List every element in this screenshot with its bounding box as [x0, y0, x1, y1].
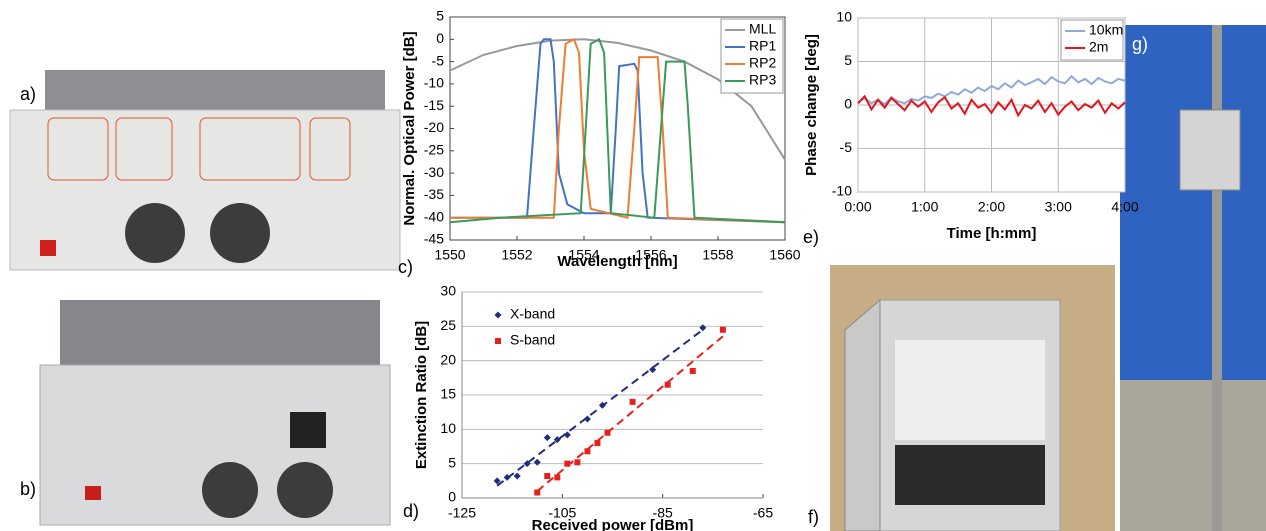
point	[598, 401, 606, 409]
y-axis-title: Phase change [deg]	[803, 34, 820, 176]
legend-label: 2m	[1089, 39, 1108, 55]
trend-line	[496, 328, 704, 487]
panel-label: c)	[398, 257, 413, 277]
y-tick-label: -5	[432, 52, 445, 68]
y-tick-label: -45	[424, 231, 444, 247]
x-tick-label: 2:00	[978, 199, 1005, 215]
series-line	[450, 37, 786, 224]
x-tick-label: 0:00	[844, 199, 871, 215]
x-tick-label: -105	[548, 505, 576, 521]
panel-label: b)	[20, 479, 36, 499]
y-tick-label: -40	[424, 208, 444, 224]
y-tick-label: 15	[440, 386, 456, 402]
point	[584, 448, 591, 455]
x-tick-label: -125	[448, 505, 476, 521]
panel-label: e)	[803, 227, 819, 247]
panel-label: g)	[1132, 34, 1148, 54]
point	[594, 440, 601, 447]
point	[699, 324, 707, 332]
photo-antenna	[1120, 25, 1266, 531]
point	[563, 431, 571, 439]
series-line	[857, 94, 1126, 118]
point	[554, 474, 561, 481]
point	[689, 367, 696, 374]
legend-box	[1060, 19, 1124, 61]
legend-label: RP3	[749, 72, 776, 88]
x-tick-label: 1560	[769, 247, 800, 263]
y-tick-label: -30	[424, 164, 444, 180]
point	[664, 381, 671, 388]
panel-label: d)	[403, 501, 419, 521]
series-line	[449, 37, 786, 224]
point	[543, 434, 551, 442]
x-tick-label: 4:00	[1111, 199, 1138, 215]
photo-remote-station	[39, 300, 391, 526]
x-axis-title: Received power [dBm]	[532, 517, 694, 531]
x-tick-label: -65	[753, 505, 773, 521]
y-tick-label: -15	[424, 97, 444, 113]
x-axis-title: Wavelength [nm]	[557, 253, 677, 270]
photo-base-station	[9, 70, 401, 271]
y-tick-label: -20	[424, 119, 444, 135]
legend-swatch	[494, 311, 502, 319]
y-tick-label: -10	[832, 183, 852, 199]
y-tick-label: 0	[436, 30, 444, 46]
photo-cabinet	[830, 265, 1115, 531]
y-tick-label: 5	[448, 454, 456, 470]
x-tick-label: 1556	[635, 247, 666, 263]
x-tick-label: 1558	[702, 247, 733, 263]
y-tick-label: 25	[440, 317, 456, 333]
legend-label: MLL	[749, 21, 776, 37]
y-axis-title: Normal. Optical Power [dB]	[401, 31, 418, 225]
y-tick-label: 0	[448, 489, 456, 505]
point	[719, 326, 726, 333]
panel-label: f)	[808, 507, 819, 527]
point	[503, 473, 511, 481]
x-tick-label: 1:00	[911, 199, 938, 215]
x-tick-label: 3:00	[1045, 199, 1072, 215]
y-tick-label: 20	[440, 351, 456, 367]
legend-label: RP1	[749, 38, 776, 54]
y-tick-label: 5	[436, 8, 444, 24]
point	[629, 398, 636, 405]
point	[553, 436, 561, 444]
y-tick-label: -10	[424, 75, 444, 91]
x-tick-label: 1554	[568, 247, 599, 263]
x-tick-label: -85	[653, 505, 673, 521]
point	[604, 429, 611, 436]
point	[523, 460, 531, 468]
legend-label: X-band	[510, 306, 555, 322]
y-tick-label: 10	[440, 420, 456, 436]
point	[583, 415, 591, 423]
y-axis-title: Extinction Ratio [dB]	[413, 321, 430, 469]
point	[564, 460, 571, 467]
y-tick-label: 10	[836, 9, 852, 25]
point	[533, 458, 541, 466]
panel-label: a)	[20, 84, 36, 104]
y-tick-label: -25	[424, 142, 444, 158]
legend-label: S-band	[510, 332, 555, 348]
point	[649, 366, 657, 374]
legend-swatch	[495, 338, 501, 344]
point	[513, 472, 521, 480]
point	[574, 459, 581, 466]
point	[544, 473, 551, 480]
x-tick-label: 1550	[434, 247, 465, 263]
series-line	[857, 74, 1126, 106]
point	[493, 477, 501, 485]
y-tick-label: -5	[840, 139, 853, 155]
y-tick-label: 0	[844, 96, 852, 112]
point	[534, 489, 541, 496]
series-line	[450, 38, 786, 224]
legend-label: 10km	[1089, 22, 1123, 38]
x-tick-label: 1552	[501, 247, 532, 263]
legend-label: RP2	[749, 55, 776, 71]
y-tick-label: -35	[424, 186, 444, 202]
y-tick-label: 30	[440, 283, 456, 299]
y-tick-label: 5	[844, 52, 852, 68]
x-axis-title: Time [h:mm]	[947, 225, 1037, 242]
